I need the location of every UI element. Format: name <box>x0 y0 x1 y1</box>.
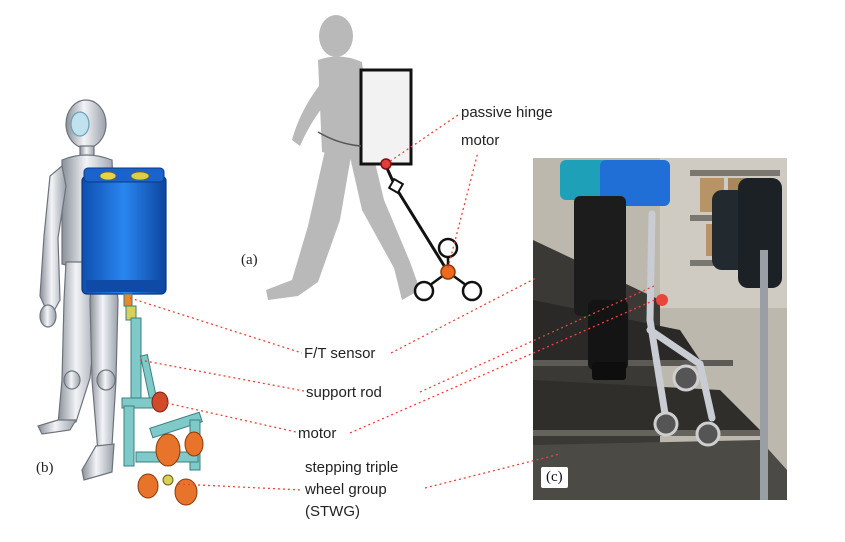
walking-person-silhouette <box>266 15 420 300</box>
panel-label-c: (c) <box>541 467 568 488</box>
humanoid-robot-render <box>37 99 119 481</box>
label-ft-sensor: F/T sensor <box>304 345 376 362</box>
label-stwg-line2: wheel group <box>305 481 387 498</box>
label-passive-hinge: passive hinge <box>461 104 553 121</box>
blue-backpack-render <box>81 167 167 295</box>
ft-sensor-schematic <box>387 177 405 195</box>
label-support-rod: support rod <box>306 384 382 401</box>
leader-lines <box>129 114 665 491</box>
label-stwg-line1: stepping triple <box>305 459 399 476</box>
leader-ft-sensor-b <box>129 297 303 354</box>
label-motor: motor <box>298 425 337 442</box>
stwg-mechanism-render <box>121 293 204 506</box>
leader-stwg-c <box>424 453 561 489</box>
label-stwg-line3: (STWG) <box>305 503 360 520</box>
stair-climbing-photo <box>533 158 787 500</box>
leader-ft-sensor-c <box>390 277 537 354</box>
back-strap-curve <box>317 131 362 147</box>
leader-motor-c <box>349 295 665 434</box>
panel-label-b: (b) <box>36 460 54 476</box>
motor-joint-schematic <box>440 264 456 280</box>
leader-stwg-b <box>177 483 303 491</box>
leader-support-rod-b <box>139 359 305 392</box>
panel-label-a: (a) <box>241 252 258 268</box>
label-motor-top: motor <box>461 132 500 149</box>
backpack-schematic <box>359 68 413 166</box>
